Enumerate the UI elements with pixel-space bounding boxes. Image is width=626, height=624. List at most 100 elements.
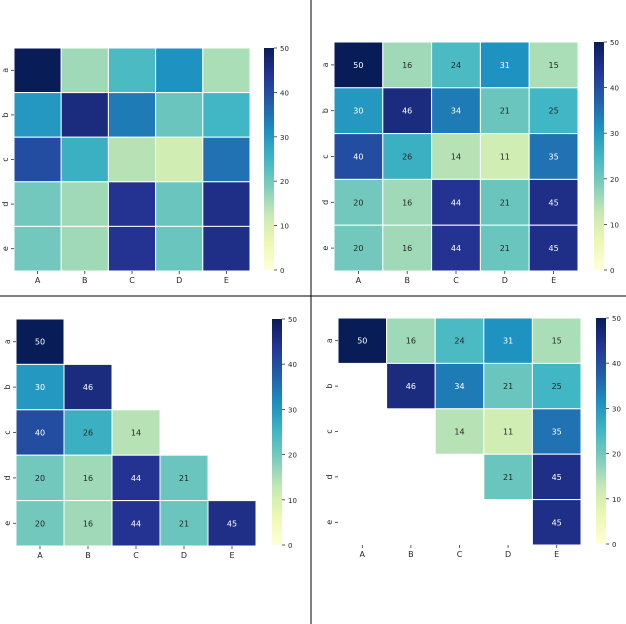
heatmap-cell-e-E xyxy=(202,225,251,272)
cell-value-label: 20 xyxy=(35,519,45,528)
heatmap-cell-e-C xyxy=(431,224,481,272)
x-tick-label: E xyxy=(554,550,559,559)
cell-value-label: 21 xyxy=(179,519,189,528)
heatmap-cell-a-A xyxy=(337,317,388,364)
heatmap-cell-c-A xyxy=(13,136,62,183)
cell-value-label: 26 xyxy=(83,429,93,438)
heatmap-cell-a-D xyxy=(483,317,533,364)
heatmap-cell-e-D xyxy=(155,225,204,272)
cell-value-label: 40 xyxy=(35,429,45,438)
cell-value-label: 16 xyxy=(83,519,93,528)
cell-value-label: 21 xyxy=(500,198,510,207)
cell-value-label: 21 xyxy=(503,473,513,482)
colorbar-tick-label: 40 xyxy=(280,89,289,97)
heatmap-cell-b-A xyxy=(333,87,384,135)
heatmap-cell-a-C xyxy=(434,317,485,364)
heatmap-cell-b-A xyxy=(15,363,65,411)
x-tick-label: A xyxy=(37,551,43,560)
heatmap-cell-e-D xyxy=(479,224,530,272)
x-tick-label: C xyxy=(453,276,459,285)
colorbar-tick-label: 10 xyxy=(280,223,289,231)
heatmap-cell-b-E xyxy=(202,92,251,138)
cell-value-label: 45 xyxy=(227,519,237,528)
heatmap-cell-b-C xyxy=(107,92,157,138)
colorbar-tick-label: 50 xyxy=(288,316,297,324)
heatmap-cell-a-A xyxy=(13,47,62,94)
heatmap-cell-c-C xyxy=(107,136,157,183)
heatmap-cell-a-C xyxy=(107,47,157,94)
x-tick-label: C xyxy=(129,276,135,285)
colorbar-tick-label: 40 xyxy=(612,360,621,368)
cell-value-label: 45 xyxy=(552,518,562,527)
y-tick-label: c xyxy=(321,154,330,158)
y-tick-label: b xyxy=(1,112,10,117)
colorbar-tick-label: 10 xyxy=(288,497,297,505)
heatmap-cell-d-B xyxy=(382,178,433,226)
y-tick-label: e xyxy=(325,520,334,525)
heatmap-cell-d-A xyxy=(13,181,62,227)
x-tick-label: D xyxy=(505,550,511,559)
cell-value-label: 24 xyxy=(451,61,461,70)
colorbar-tick-label: 10 xyxy=(610,221,619,229)
heatmap-cell-b-E xyxy=(528,87,579,135)
heatmap-cell-c-E xyxy=(531,408,582,455)
x-tick-label: A xyxy=(35,276,41,285)
heatmap-cell-c-D xyxy=(155,136,204,183)
cell-value-label: 21 xyxy=(503,382,513,391)
cell-value-label: 14 xyxy=(454,428,464,437)
cell-value-label: 14 xyxy=(451,153,461,162)
cell-value-label: 30 xyxy=(353,107,363,116)
y-tick-label: a xyxy=(321,62,330,67)
y-tick-label: d xyxy=(3,475,12,480)
heatmap-cell-d-C xyxy=(107,181,157,227)
y-tick-label: b xyxy=(3,385,12,390)
y-tick-label: c xyxy=(1,157,10,161)
colorbar-tick-label: 20 xyxy=(612,451,621,459)
cell-value-label: 21 xyxy=(500,107,510,116)
heatmap-cell-b-B xyxy=(63,363,113,411)
y-tick-label: b xyxy=(321,108,330,113)
heatmap-panel-3: 50 30 46 40 26 14 20 16 44 21 20 16 44 21 45 A B C D Ea b c d e… xyxy=(3,316,297,560)
cell-value-label: 50 xyxy=(353,61,363,70)
heatmap-cell-b-D xyxy=(483,362,533,410)
x-tick-label: B xyxy=(404,276,410,285)
heatmap-cell-a-A xyxy=(15,318,65,365)
heatmap-cell-d-D xyxy=(483,453,533,501)
cell-value-label: 40 xyxy=(353,153,363,162)
y-tick-label: a xyxy=(3,339,12,344)
heatmap-cell-d-E xyxy=(531,453,582,501)
heatmap-cell-b-B xyxy=(386,362,436,410)
cell-value-label: 20 xyxy=(353,244,363,253)
heatmap-cell-d-A xyxy=(333,178,384,226)
heatmap-cell-d-A xyxy=(15,454,65,502)
y-tick-label: d xyxy=(321,200,330,205)
cell-value-label: 16 xyxy=(402,198,412,207)
heatmap-cell-c-B xyxy=(60,136,109,183)
colorbar xyxy=(264,48,274,270)
heatmap-cell-d-D xyxy=(155,181,204,227)
cell-value-label: 31 xyxy=(500,61,510,70)
cell-value-label: 21 xyxy=(500,244,510,253)
cell-value-label: 44 xyxy=(451,244,461,253)
y-tick-label: b xyxy=(325,384,334,389)
heatmap-cell-b-E xyxy=(531,362,582,410)
heatmap-cell-b-A xyxy=(13,92,62,138)
cell-value-label: 45 xyxy=(549,198,559,207)
cell-value-label: 24 xyxy=(454,337,464,346)
colorbar xyxy=(596,318,606,544)
x-tick-label: D xyxy=(176,276,182,285)
y-tick-label: d xyxy=(325,474,334,479)
colorbar-tick-label: 40 xyxy=(610,85,619,93)
cell-value-label: 30 xyxy=(35,383,45,392)
heatmap-cell-a-D xyxy=(155,47,204,94)
colorbar-tick-label: 20 xyxy=(288,452,297,460)
colorbar-tick-label: 30 xyxy=(288,406,297,414)
heatmap-cell-e-A xyxy=(13,225,62,272)
cell-value-label: 26 xyxy=(402,153,412,162)
cell-value-label: 34 xyxy=(454,382,464,391)
cell-value-label: 35 xyxy=(552,428,562,437)
heatmap-cell-d-E xyxy=(202,181,251,227)
heatmap-cell-e-B xyxy=(63,500,113,547)
cell-value-label: 20 xyxy=(35,474,45,483)
heatmap-cell-e-E xyxy=(207,500,257,547)
